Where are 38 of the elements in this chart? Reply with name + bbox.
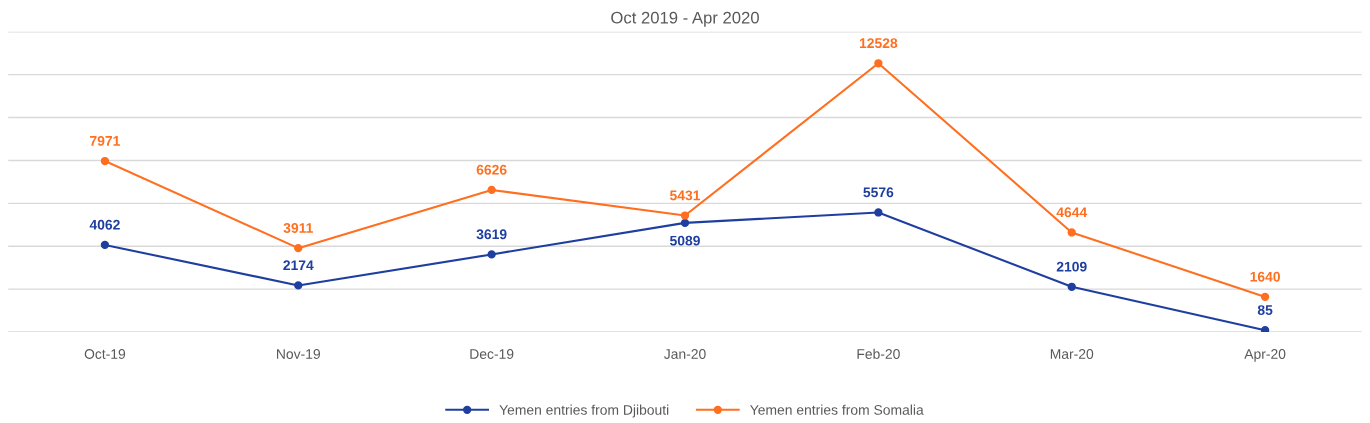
point [1067,228,1076,237]
point [487,185,496,195]
data-label: 12528 [859,38,898,49]
data-label: 2109 [1056,261,1087,272]
data-label: 4062 [89,219,120,230]
data-label: 5431 [669,190,701,201]
x-tick-label: Feb-20 [857,348,900,359]
point [487,250,496,259]
point [680,211,690,220]
x-tick-label: Oct-19 [84,349,126,359]
data-label: 3911 [283,223,313,233]
point [680,218,690,228]
point [294,243,303,253]
data-label: 2174 [283,260,314,271]
data-label: 6626 [476,164,507,175]
point [1260,326,1270,333]
point [100,240,110,250]
x-tick-label: Mar-20 [1050,349,1094,359]
x-tick-label: Nov-19 [277,349,320,359]
data-label: 1640 [1250,271,1280,282]
point [874,59,883,68]
data-label: 3619 [476,229,507,240]
point [100,156,110,166]
x-tick-label: Dec-19 [470,349,514,359]
legend-label: Yemen entries from Djibouti [499,404,669,418]
point [874,208,883,217]
legend-label: Yemen entries from Somalia [750,404,924,415]
data-label: 4644 [1056,207,1088,218]
chart-title: Oct 2019 - Apr 2020 [611,11,759,27]
point [1067,282,1076,291]
data-label: 5089 [669,235,700,246]
x-tick-label: Jan-20 [663,349,706,359]
data-label: 85 [1257,305,1273,315]
data-label: 7971 [90,135,120,146]
point [294,281,303,290]
x-tick-label: Apr-20 [1244,349,1286,362]
point [1260,292,1270,302]
data-label: 5576 [863,187,894,198]
